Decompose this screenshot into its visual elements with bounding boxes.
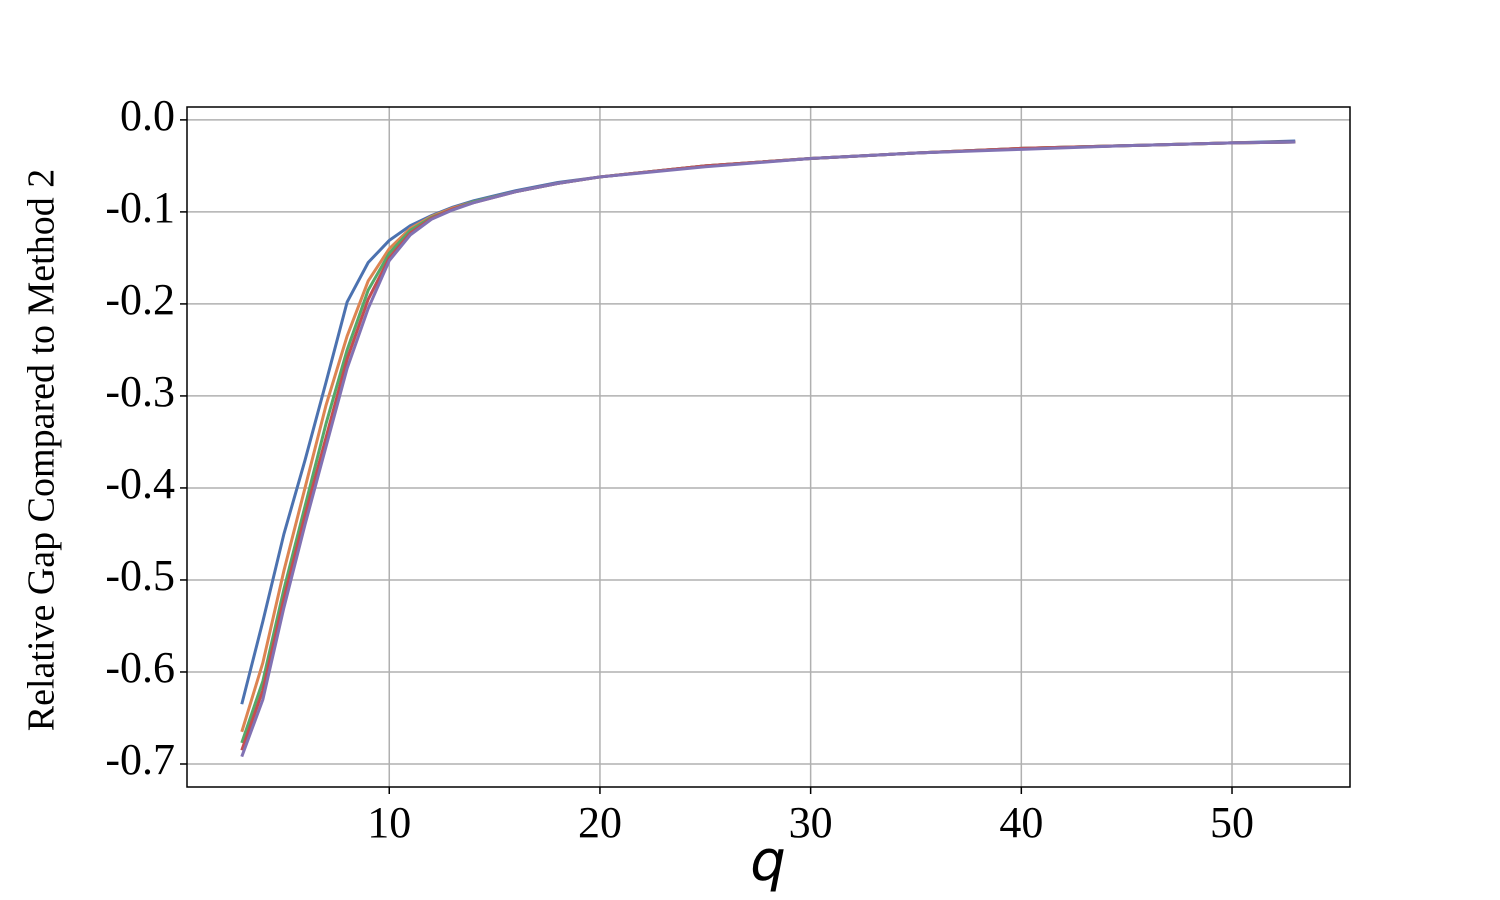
x-tick-label: 20	[578, 798, 622, 847]
data-line	[240, 140, 1296, 733]
y-tick-label: -0.5	[105, 551, 175, 600]
y-tick-label: -0.7	[105, 735, 175, 784]
x-tick-label: 40	[999, 798, 1043, 847]
y-tick-label: -0.3	[105, 367, 175, 416]
x-tick-label: 30	[789, 798, 833, 847]
x-tick-label: 10	[367, 798, 411, 847]
x-tick-label: 50	[1210, 798, 1254, 847]
data-line	[240, 139, 1296, 705]
y-tick-label: -0.1	[105, 183, 175, 232]
y-tick-label: -0.2	[105, 275, 175, 324]
y-axis-label: Relative Gap Compared to Method 2	[21, 169, 63, 732]
data-line	[240, 140, 1296, 758]
plot-frame	[186, 106, 1351, 788]
y-tick-label: -0.4	[105, 459, 175, 508]
y-tick-label: 0.0	[120, 91, 175, 140]
y-tick-label: -0.6	[105, 643, 175, 692]
x-axis-label: q	[750, 829, 786, 894]
